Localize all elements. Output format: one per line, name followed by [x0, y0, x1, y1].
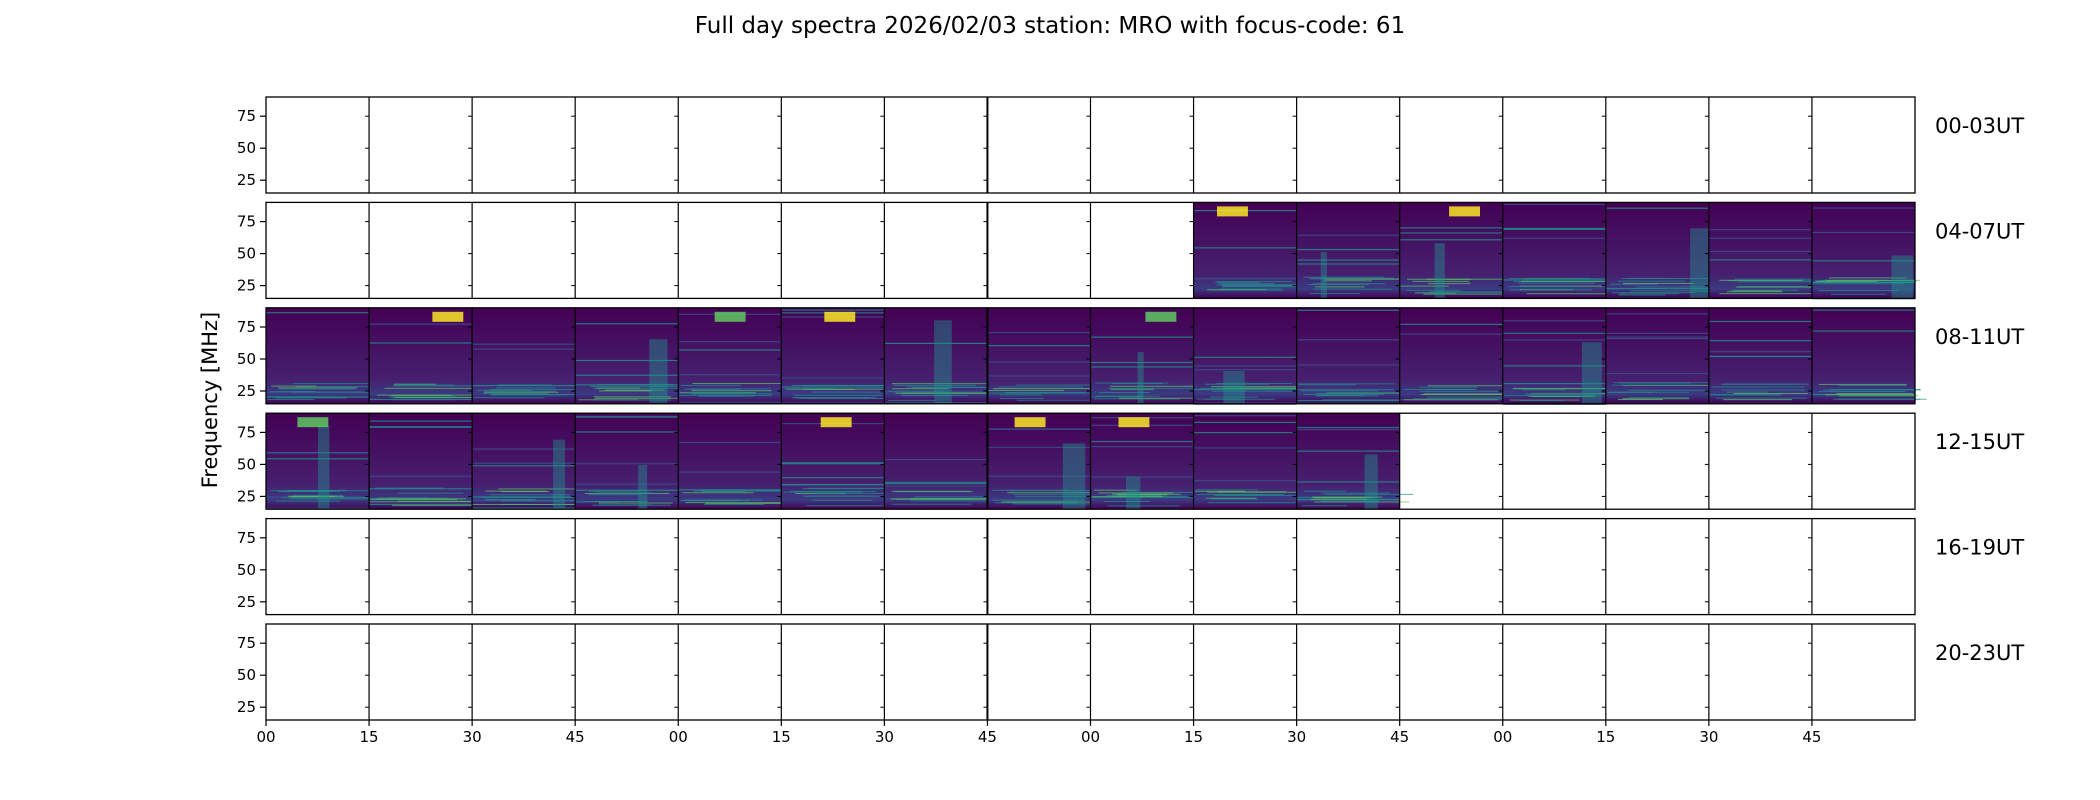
spectra-row-20-23UT: 75 50 25 20-23UT: [237, 623, 2024, 721]
spectrogram-cell: [472, 413, 604, 510]
y-tick-label: 75: [237, 318, 256, 336]
spectrogram-cell: [1090, 307, 1208, 405]
row-label: 00-03UT: [1935, 114, 2024, 138]
x-tick-label: 15: [772, 728, 791, 746]
x-tick-label: 15: [1596, 728, 1615, 746]
spectra-row-04-07UT: 75 50 25 04-07UT: [237, 201, 2024, 300]
row-frame: [265, 307, 1916, 405]
spectrogram-cell: [369, 413, 476, 510]
spectrogram-cell: [1502, 307, 1612, 405]
row-frame: [265, 201, 1916, 300]
spectrogram-cell: [266, 413, 381, 510]
x-tick-label: 30: [1699, 728, 1718, 746]
x-tick-label: 45: [1390, 728, 1409, 746]
x-tick-label: 00: [669, 728, 688, 746]
x-tick-label: 15: [1184, 728, 1203, 746]
y-tick-label: 75: [237, 423, 256, 441]
x-tick-label: 45: [978, 728, 997, 746]
x-tick-label: 45: [566, 728, 585, 746]
y-tick-label: 75: [237, 213, 256, 231]
spectrogram-cell: [1193, 307, 1320, 405]
spectrogram-cell: [1399, 307, 1522, 404]
y-tick-label: 50: [237, 139, 256, 157]
row-frame: [265, 412, 1916, 510]
y-tick-label: 25: [237, 277, 256, 295]
x-tick-label: 00: [1493, 728, 1512, 746]
y-tick-label: 75: [237, 634, 256, 652]
y-tick-label: 25: [237, 698, 256, 716]
spectrogram-cell: [1811, 307, 1927, 404]
spectrogram-cell: [987, 413, 1113, 510]
spectra-row-16-19UT: 75 50 25 16-19UT: [237, 517, 2024, 616]
spectrogram-cell: [1296, 413, 1414, 510]
row-label: 16-19UT: [1935, 536, 2024, 560]
row-frame: [265, 517, 1916, 616]
x-tick-label: 15: [360, 728, 379, 746]
spectra-row-00-03UT: 75 50 25 00-03UT: [237, 96, 2024, 194]
row-label: 08-11UT: [1935, 325, 2024, 349]
y-tick-label: 75: [237, 107, 256, 125]
y-tick-label: 50: [237, 561, 256, 579]
y-tick-label: 75: [237, 529, 256, 547]
y-tick-label: 25: [237, 171, 256, 189]
x-tick-label: 30: [463, 728, 482, 746]
row-label: 04-07UT: [1935, 219, 2024, 243]
spectrogram-cell: [1811, 202, 1920, 300]
spectrogram-cell: [266, 307, 394, 404]
y-tick-label: 25: [237, 487, 256, 505]
spectrogram-cell: [1193, 202, 1320, 299]
x-tick-label: 30: [1287, 728, 1306, 746]
row-frame: [265, 96, 1916, 194]
spectrogram-cell: [781, 413, 906, 510]
spectrogram-cell: [1708, 307, 1812, 404]
spectrogram-cell: [1296, 307, 1419, 405]
spectrogram-cell: [678, 307, 786, 404]
spectrogram-cell: [575, 307, 694, 404]
spectrogram-cell: [1605, 307, 1723, 404]
row-label: 12-15UT: [1935, 430, 2024, 454]
chart-title: Full day spectra 2026/02/03 station: MRO…: [694, 13, 1406, 39]
y-tick-label: 50: [237, 245, 256, 263]
y-tick-label: 50: [237, 350, 256, 368]
spectrogram-cell: [1605, 202, 1733, 299]
y-tick-label: 50: [237, 666, 256, 684]
spectrogram-cell: [1502, 202, 1625, 299]
spectrogram-cell: [884, 307, 1001, 404]
spectrogram-cell: [884, 413, 1011, 510]
spectrogram-cell: [1193, 413, 1306, 510]
y-tick-label: 25: [237, 382, 256, 400]
spectrogram-cell: [1090, 413, 1215, 510]
spectrogram-cell: [1296, 202, 1421, 299]
spectrogram-cell: [781, 307, 895, 404]
x-tick-label: 00: [256, 728, 275, 746]
y-tick-label: 25: [237, 593, 256, 611]
spectrogram-cell: [472, 307, 589, 404]
spectra-row-08-11UT: 75 50 25 08-11UT: [237, 307, 2024, 405]
x-tick-label: 45: [1802, 728, 1821, 746]
spectrogram-cell: [678, 413, 806, 510]
y-tick-label: 50: [237, 455, 256, 473]
spectra-row-12-15UT: 75 50 25 12-15UT: [237, 412, 2024, 510]
spectrogram-cell: [575, 413, 679, 510]
x-tick-label: 30: [875, 728, 894, 746]
spectrogram-cell: [987, 307, 1114, 404]
spectrogram-cell: [1399, 202, 1529, 299]
spectrogram-cell: [1708, 202, 1840, 299]
row-label: 20-23UT: [1935, 641, 2024, 665]
x-tick-label: 00: [1081, 728, 1100, 746]
spectrogram-cell: [369, 307, 494, 404]
